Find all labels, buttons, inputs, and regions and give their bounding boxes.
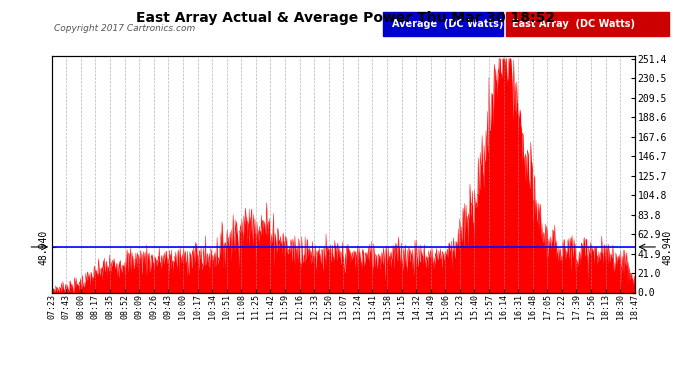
Text: East Array Actual & Average Power Thu Mar 30 18:52: East Array Actual & Average Power Thu Ma… — [135, 11, 555, 25]
Bar — [383, 12, 503, 36]
Bar — [506, 12, 669, 36]
Text: East Array  (DC Watts): East Array (DC Watts) — [512, 19, 635, 29]
Text: Copyright 2017 Cartronics.com: Copyright 2017 Cartronics.com — [54, 24, 195, 33]
Text: 48.940: 48.940 — [662, 230, 672, 265]
Text: Average  (DC Watts): Average (DC Watts) — [391, 19, 503, 29]
